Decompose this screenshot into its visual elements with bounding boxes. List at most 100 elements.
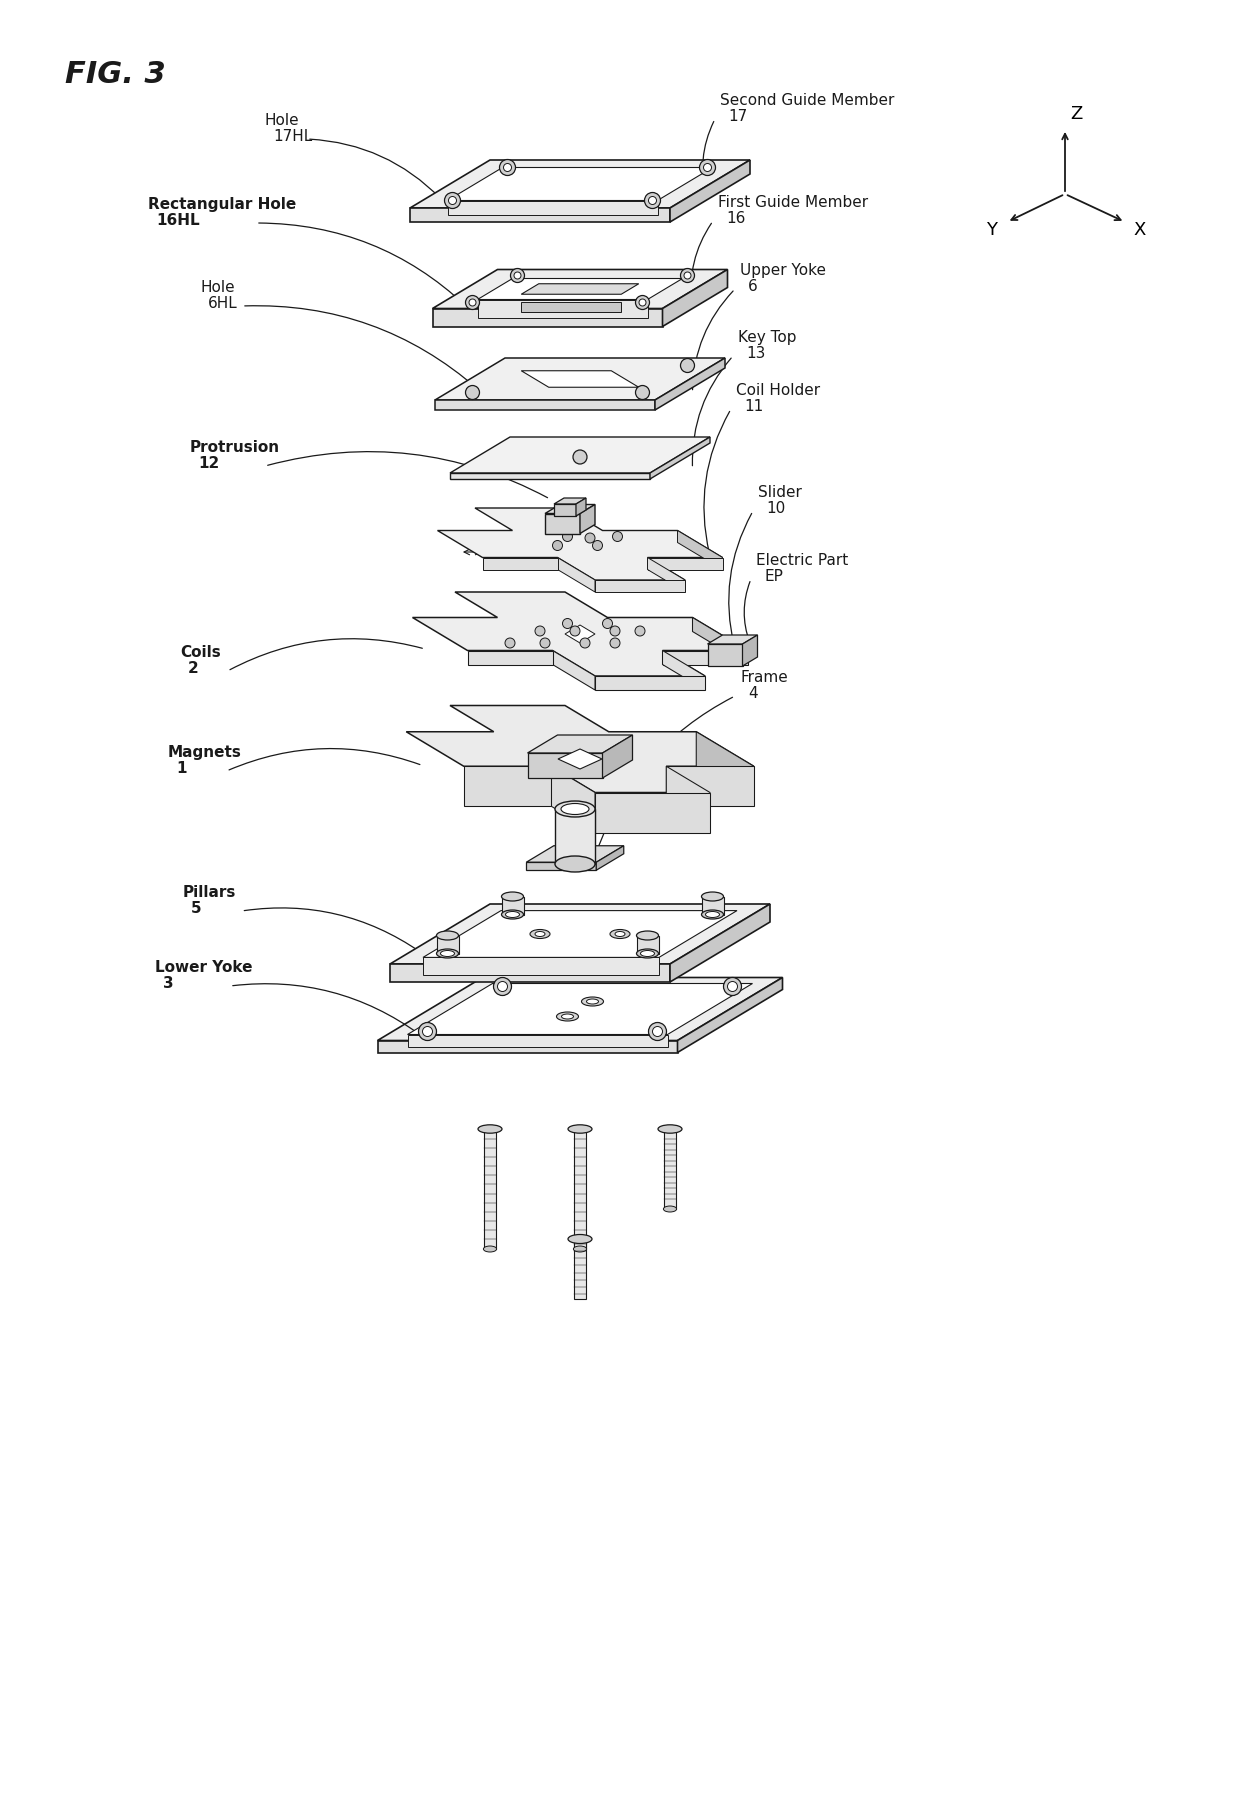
Ellipse shape <box>641 950 655 958</box>
Circle shape <box>635 296 650 311</box>
Bar <box>574 1240 587 1299</box>
Ellipse shape <box>477 1126 502 1133</box>
Polygon shape <box>521 284 639 295</box>
Polygon shape <box>477 280 682 300</box>
Text: X: X <box>1133 220 1146 239</box>
Ellipse shape <box>568 1234 591 1243</box>
Polygon shape <box>413 593 748 676</box>
Polygon shape <box>526 862 596 871</box>
Polygon shape <box>377 978 782 1041</box>
Text: Pillars: Pillars <box>184 884 237 900</box>
Polygon shape <box>677 978 782 1053</box>
Polygon shape <box>554 504 577 517</box>
Text: First Guide Member: First Guide Member <box>718 195 868 210</box>
Text: 11: 11 <box>744 399 764 414</box>
Polygon shape <box>558 750 601 770</box>
Polygon shape <box>526 846 624 862</box>
Polygon shape <box>596 846 624 871</box>
Text: Key Top: Key Top <box>738 331 796 345</box>
Bar <box>702 896 723 914</box>
Text: 12: 12 <box>198 455 219 472</box>
Polygon shape <box>408 985 753 1035</box>
Polygon shape <box>423 911 737 958</box>
Circle shape <box>503 164 511 172</box>
Polygon shape <box>662 651 706 690</box>
Polygon shape <box>647 558 684 593</box>
Polygon shape <box>407 707 754 793</box>
Ellipse shape <box>501 893 523 902</box>
Circle shape <box>613 533 622 542</box>
Circle shape <box>563 620 573 629</box>
Ellipse shape <box>568 1126 591 1133</box>
Ellipse shape <box>556 857 595 873</box>
Polygon shape <box>521 372 639 389</box>
Polygon shape <box>391 965 670 983</box>
Polygon shape <box>448 201 657 215</box>
Ellipse shape <box>615 932 625 938</box>
Text: 17HL: 17HL <box>273 128 312 145</box>
Polygon shape <box>696 732 754 806</box>
Circle shape <box>635 627 645 636</box>
Circle shape <box>593 542 603 551</box>
Polygon shape <box>662 271 728 327</box>
Circle shape <box>570 627 580 636</box>
Polygon shape <box>527 754 603 779</box>
Ellipse shape <box>484 1247 496 1252</box>
Polygon shape <box>410 161 750 210</box>
Polygon shape <box>558 558 595 593</box>
Circle shape <box>563 533 573 542</box>
Ellipse shape <box>436 949 459 958</box>
Circle shape <box>652 1026 662 1037</box>
Ellipse shape <box>506 913 520 918</box>
Polygon shape <box>467 651 553 665</box>
Text: EP: EP <box>764 569 782 584</box>
Text: 13: 13 <box>746 345 765 361</box>
Ellipse shape <box>582 997 604 1006</box>
Polygon shape <box>565 625 595 643</box>
Polygon shape <box>464 766 552 806</box>
Text: Rectangular Hole: Rectangular Hole <box>148 197 296 211</box>
Polygon shape <box>433 309 662 327</box>
Polygon shape <box>423 958 658 976</box>
Polygon shape <box>450 437 711 473</box>
Circle shape <box>419 1023 436 1041</box>
Circle shape <box>681 269 694 284</box>
Polygon shape <box>438 510 723 580</box>
Ellipse shape <box>436 931 459 940</box>
Ellipse shape <box>556 802 595 817</box>
Text: Second Guide Member: Second Guide Member <box>720 92 894 108</box>
Polygon shape <box>527 735 632 754</box>
Text: 16: 16 <box>725 211 745 226</box>
Circle shape <box>500 161 516 177</box>
Text: Hole: Hole <box>200 280 234 295</box>
Ellipse shape <box>702 893 723 902</box>
Ellipse shape <box>702 911 723 920</box>
Ellipse shape <box>501 911 523 920</box>
Ellipse shape <box>636 949 658 958</box>
Text: Magnets: Magnets <box>167 744 242 759</box>
Circle shape <box>539 638 551 649</box>
Polygon shape <box>433 271 728 309</box>
Circle shape <box>610 627 620 636</box>
Ellipse shape <box>663 1207 677 1212</box>
Text: 6: 6 <box>748 278 758 295</box>
Ellipse shape <box>658 1126 682 1133</box>
Ellipse shape <box>440 950 455 958</box>
Text: 17: 17 <box>728 108 748 125</box>
Polygon shape <box>603 735 632 779</box>
Ellipse shape <box>587 999 599 1005</box>
Circle shape <box>639 300 646 307</box>
Circle shape <box>728 981 738 992</box>
Ellipse shape <box>560 804 589 815</box>
Text: Lower Yoke: Lower Yoke <box>155 960 253 974</box>
Polygon shape <box>666 766 754 806</box>
Circle shape <box>699 161 715 177</box>
Circle shape <box>649 1023 667 1041</box>
Ellipse shape <box>534 932 546 938</box>
Polygon shape <box>377 1041 677 1053</box>
Text: 1: 1 <box>176 761 186 775</box>
Circle shape <box>465 387 480 401</box>
Bar <box>556 810 595 864</box>
Polygon shape <box>435 401 655 410</box>
Polygon shape <box>670 905 770 983</box>
